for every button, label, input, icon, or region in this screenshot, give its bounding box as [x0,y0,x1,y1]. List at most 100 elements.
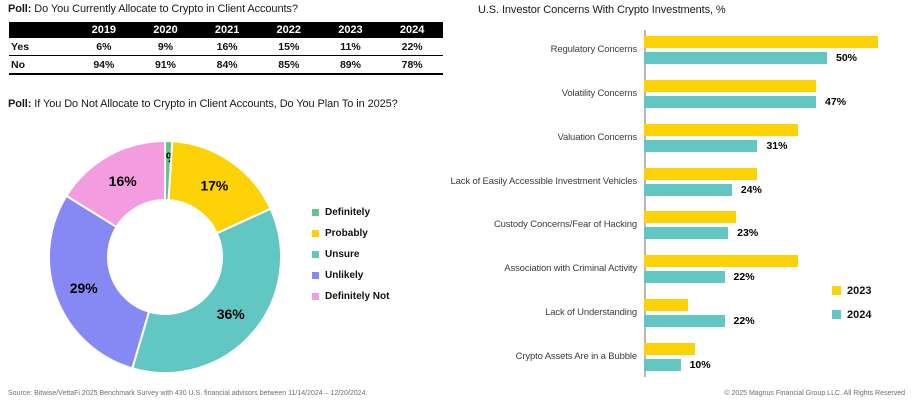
legend-swatch-icon [312,209,319,216]
donut-value-label: 17% [200,177,229,193]
bar-2023-valuation-concerns [644,123,798,136]
donut-legend-item-unlikely: Unlikely [312,269,389,282]
table-cell: 91% [134,55,197,75]
row-label: No [9,55,73,75]
category-label: Valuation Concerns [557,131,637,143]
bar-2024-regulatory-concerns [644,52,827,64]
bar-2024-lack-of-easily-accessible-investment-vehicles [644,183,732,196]
bar-value-label: 31% [766,139,788,152]
row-label: Yes [9,38,73,56]
donut-value-label: 36% [217,306,246,322]
donut-legend-item-probably: Probably [312,227,389,240]
category-label: Lack of Easily Accessible Investment Veh… [450,175,637,187]
bar-2023-lack-of-understanding [644,299,688,312]
bar-chart-title: U.S. Investor Concerns With Crypto Inves… [478,4,726,16]
bar-legend-item-2024: 2024 [832,308,871,321]
table-cell: 15% [257,38,320,56]
legend-swatch-icon [312,230,319,237]
year-header: 2024 [381,22,443,38]
crypto-allocation-table: 2019 2020 2021 2022 2023 2024 Yes 6% 9% … [9,22,443,75]
table-cell: 84% [196,55,258,75]
legend-label: 2024 [847,308,872,321]
legend-swatch-icon [832,286,841,295]
bar-2023-volatility-concerns [644,79,817,92]
bar-value-label: 10% [689,359,711,372]
source-note: Source: Bitwise/VettaFi 2025 Benchmark S… [8,390,368,397]
year-header: 2022 [257,22,320,38]
bar-2024-custody-concerns-fear-of-hacking [644,227,729,240]
bar-2023-custody-concerns-fear-of-hacking [644,211,736,224]
legend-swatch-icon [832,310,841,319]
bar-2023-association-with-criminal-activity [644,255,798,268]
legend-label: Probably [325,228,368,239]
year-header: 2019 [73,22,135,38]
table-header-row: 2019 2020 2021 2022 2023 2024 [9,22,443,38]
bar-2024-crypto-assets-are-in-a-bubble [644,359,681,372]
bar-2024-volatility-concerns [644,95,817,108]
category-label: Lack of Understanding [545,307,637,319]
donut-legend: Definitely Probably Unsure Unlikely Definite… [312,206,389,303]
legend-label: Definitely [325,207,371,218]
bar-value-label: 23% [737,227,759,240]
bar-2024-association-with-criminal-activity [644,271,725,284]
category-label: Association with Criminal Activity [504,263,637,275]
table-cell: 85% [257,55,320,75]
donut-legend-item-definitely: Definitely [312,206,389,219]
bar-2023-crypto-assets-are-in-a-bubble [644,343,696,356]
table-cell: 89% [319,55,382,75]
donut-slice-unlikely [48,194,151,370]
bar-value-label: 22% [733,315,755,328]
table-cell: 11% [319,38,382,56]
table-row-no: No 94% 91% 84% 85% 89% 78% [9,55,443,75]
table-corner-cell [9,22,73,38]
donut-legend-item-definitely-not: Definitely Not [312,290,389,303]
year-header: 2023 [319,22,382,38]
year-header: 2021 [196,22,258,38]
bar-value-label: 47% [825,95,847,108]
bar-legend: 2023 2024 [832,284,871,321]
table-cell: 6% [73,38,135,56]
legend-label: Unsure [325,249,360,260]
legend-label: 2023 [847,284,872,297]
poll-title-text: Do You Currently Allocate to Crypto in C… [31,3,298,15]
plan-donut-chart: 1%17%36%29%16% [48,139,282,374]
category-label: Volatility Concerns [561,87,637,99]
table-row-yes: Yes 6% 9% 16% 15% 11% 22% [9,38,443,56]
table-cell: 9% [134,38,197,56]
bar-value-label: 50% [836,52,858,64]
poll-title-prefix: Poll: [8,3,32,15]
table-cell: 22% [381,38,443,56]
donut-slice-definitely-not [65,139,166,229]
allocation-poll-title: Poll: Do You Currently Allocate to Crypt… [8,3,298,15]
legend-swatch-icon [312,293,319,300]
investor-concerns-chart: U.S. Investor Concerns With Crypto Inves… [450,0,914,405]
legend-swatch-icon [312,251,319,258]
donut-legend-item-unsure: Unsure [312,248,389,261]
copyright-note: © 2025 Magnus Financial Group LLC. All R… [724,390,905,397]
table-cell: 16% [196,38,258,56]
year-header: 2020 [134,22,197,38]
plan-poll-title: Poll: If You Do Not Allocate to Crypto i… [8,98,398,110]
donut-value-label: 29% [70,280,99,296]
donut-value-label: 16% [109,173,138,189]
bar-value-label: 24% [740,183,762,196]
category-label: Regulatory Concerns [550,44,638,55]
bar-2023-regulatory-concerns [644,36,879,48]
bar-legend-item-2023: 2023 [832,284,871,297]
table-cell: 78% [381,55,443,75]
category-axis-line [644,30,646,377]
donut-slice-unsure [131,207,282,374]
bar-value-label: 22% [733,271,755,284]
bar-2023-lack-of-easily-accessible-investment-vehicles [644,167,758,180]
category-label: Custody Concerns/Fear of Hacking [493,219,637,231]
bar-2024-lack-of-understanding [644,315,725,328]
bar-2024-valuation-concerns [644,139,758,152]
category-label: Crypto Assets Are in a Bubble [515,351,637,363]
legend-label: Definitely Not [325,291,390,302]
table-cell: 94% [73,55,135,75]
legend-label: Unlikely [325,270,364,281]
legend-swatch-icon [312,272,319,279]
poll-title-prefix: Poll: [8,98,32,110]
poll-title-text: If You Do Not Allocate to Crypto in Clie… [31,98,398,110]
